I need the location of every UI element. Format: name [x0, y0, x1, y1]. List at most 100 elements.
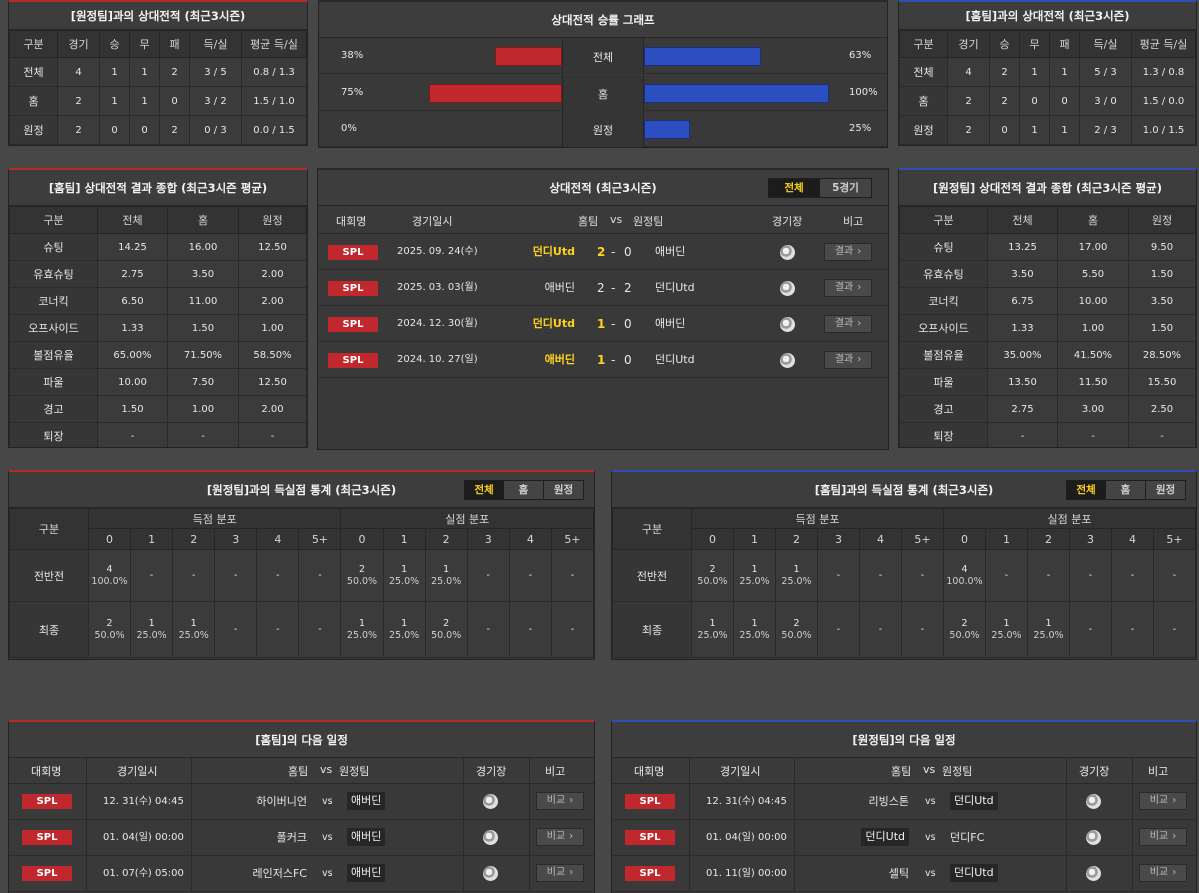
match-row[interactable]: SPL 2024. 12. 30(월) 던디Utd 1-0 애버딘 결과 ›: [318, 306, 888, 342]
column-header: 원정: [1128, 206, 1196, 234]
table-row: 경고 2.75 3.00 2.50: [899, 395, 1196, 423]
goal-cell-count: 1: [793, 563, 800, 575]
table-cell: 41.50%: [1057, 341, 1129, 369]
col-away: 원정팀: [633, 215, 664, 228]
goal-count-col: 4: [1111, 528, 1154, 550]
tab-away[interactable]: 원정: [543, 481, 583, 499]
goal-cell: 1 25.0%: [775, 549, 818, 602]
goal-cell: -: [466, 549, 510, 602]
goal-count-col: 3: [214, 528, 258, 550]
vs-label: vs: [925, 868, 936, 879]
column-divider: [689, 784, 690, 820]
away-team: 애버딘: [347, 792, 386, 810]
goal-cell-pct: 25.0%: [697, 629, 728, 641]
table-cell: 1.50: [167, 314, 239, 342]
compare-button-label: 비교: [1149, 795, 1169, 806]
column-divider: [1132, 856, 1133, 892]
goal-cell-count: 1: [148, 617, 155, 629]
tab-all[interactable]: 전체: [1067, 481, 1105, 499]
home-team: 레인저스FC: [252, 867, 308, 880]
tab-away[interactable]: 원정: [1145, 481, 1185, 499]
table-cell: 2: [989, 57, 1020, 87]
result-button[interactable]: 결과 ›: [824, 351, 872, 369]
compare-button[interactable]: 비교 ›: [536, 828, 584, 846]
tab-home[interactable]: 홈: [1105, 481, 1145, 499]
goal-cell-pct: 100.0%: [946, 575, 983, 587]
col-date: 경기일시: [412, 215, 453, 228]
table-row: 유효슈팅 3.50 5.50 1.50: [899, 260, 1196, 288]
goal-cell-count: 1: [709, 617, 716, 629]
schedule-row[interactable]: SPL 01. 04(일) 00:00 폴커크 vs 애버딘 비교 ›: [9, 820, 594, 856]
compare-button[interactable]: 비교 ›: [1139, 828, 1187, 846]
compare-button[interactable]: 비교 ›: [1139, 864, 1187, 882]
schedule-row[interactable]: SPL 12. 31(수) 04:45 하이버니언 vs 애버딘 비교 ›: [9, 784, 594, 820]
away-team-cell: 던디Utd: [950, 856, 998, 892]
vs-label: vs: [322, 796, 333, 807]
compare-button[interactable]: 비교 ›: [536, 864, 584, 882]
goal-cell-count: -: [486, 569, 490, 581]
tab-all[interactable]: 전체: [769, 179, 819, 197]
match-row[interactable]: SPL 2025. 09. 24(수) 던디Utd 2-0 애버딘 결과 ›: [318, 234, 888, 270]
goal-count-col: 5+: [298, 528, 342, 550]
goal-cell-count: -: [1172, 623, 1177, 635]
soccer-ball-icon: [1086, 793, 1101, 809]
goal-cell: -: [901, 549, 944, 602]
league-badge: SPL: [328, 316, 378, 332]
table-cell: 14.25: [97, 233, 168, 261]
result-button[interactable]: 결과 ›: [824, 243, 872, 261]
table-row: 파울 10.00 7.50 12.50: [9, 368, 307, 396]
match-row[interactable]: SPL 2025. 03. 03(월) 애버딘 2-2 던디Utd 결과 ›: [318, 270, 888, 306]
goal-cell-count: -: [1130, 623, 1135, 635]
match-row[interactable]: SPL 2024. 10. 27(일) 애버딘 1-0 던디Utd 결과 ›: [318, 342, 888, 378]
table-cell: -: [987, 422, 1058, 447]
h2h-right-table: 구분 경기 승 무 패 득/실 평균 득/실 전체 4 2 1 1 5 / 3 1.3 / 0.8 홈 2 2…: [899, 30, 1196, 145]
schedule-row[interactable]: SPL 01. 11(일) 00:00 셀틱 vs 던디Utd 비교 ›: [612, 856, 1196, 892]
tab-home[interactable]: 홈: [503, 481, 543, 499]
table-row: 유효슈팅 2.75 3.50 2.00: [9, 260, 307, 288]
table-cell: 0: [989, 115, 1020, 145]
table-cell: 71.50%: [167, 341, 239, 369]
goal-count-col: 2: [775, 528, 818, 550]
table-cell: 1: [1049, 57, 1080, 87]
column-divider: [529, 856, 530, 892]
h2h-left-table: 구분 경기 승 무 패 득/실 평균 득/실 전체 4 1 1 2 3 / 5 0.8 / 1.3 홈 2 1…: [9, 30, 307, 145]
table-cell: 11.50: [1057, 368, 1129, 396]
tab-five-games[interactable]: 5경기: [819, 179, 871, 197]
league-badge: SPL: [328, 280, 378, 296]
col-venue: 경기장: [772, 215, 803, 228]
column-divider: [191, 758, 192, 783]
result-button[interactable]: 결과 ›: [824, 315, 872, 333]
match-date: 2024. 10. 27(일): [397, 354, 478, 365]
goal-count-col: 2: [172, 528, 216, 550]
table-cell: 2: [159, 57, 190, 87]
away-team: 던디FC: [950, 831, 985, 844]
away-win-pct: 25%: [849, 123, 872, 134]
goal-cell-count: -: [878, 569, 883, 581]
schedule-row[interactable]: SPL 01. 04(일) 00:00 던디Utd vs 던디FC 비교 ›: [612, 820, 1196, 856]
win-graph-label: 전체: [592, 51, 614, 64]
goal-cell-count: 4: [961, 563, 968, 575]
compare-button[interactable]: 비교 ›: [536, 792, 584, 810]
column-divider: [463, 784, 464, 820]
table-cell: 2: [947, 86, 990, 116]
col-note: 비고: [843, 215, 864, 228]
home-win-bar: [494, 47, 562, 66]
goal-cell: -: [214, 549, 258, 602]
col-league: 대회명: [634, 765, 665, 778]
vs-label: vs: [322, 868, 333, 879]
result-button[interactable]: 결과 ›: [824, 279, 872, 297]
column-divider: [191, 856, 192, 892]
win-graph-label-cell: [562, 111, 644, 147]
tab-all[interactable]: 전체: [465, 481, 503, 499]
col-league: 대회명: [31, 765, 62, 778]
schedule-row[interactable]: SPL 01. 07(수) 05:00 레인저스FC vs 애버딘 비교 ›: [9, 856, 594, 892]
table-cell: 1.0 / 1.5: [1131, 115, 1196, 145]
column-divider: [1132, 784, 1133, 820]
row-label: 퇴장: [9, 422, 98, 447]
h2h-matches-title-text: 상대전적 (최근3시즌): [549, 181, 657, 195]
column-header: 전체: [987, 206, 1058, 234]
compare-button[interactable]: 비교 ›: [1139, 792, 1187, 810]
goal-cell-pct: 50.0%: [346, 575, 378, 587]
schedule-row[interactable]: SPL 12. 31(수) 04:45 리빙스톤 vs 던디Utd 비교 ›: [612, 784, 1196, 820]
